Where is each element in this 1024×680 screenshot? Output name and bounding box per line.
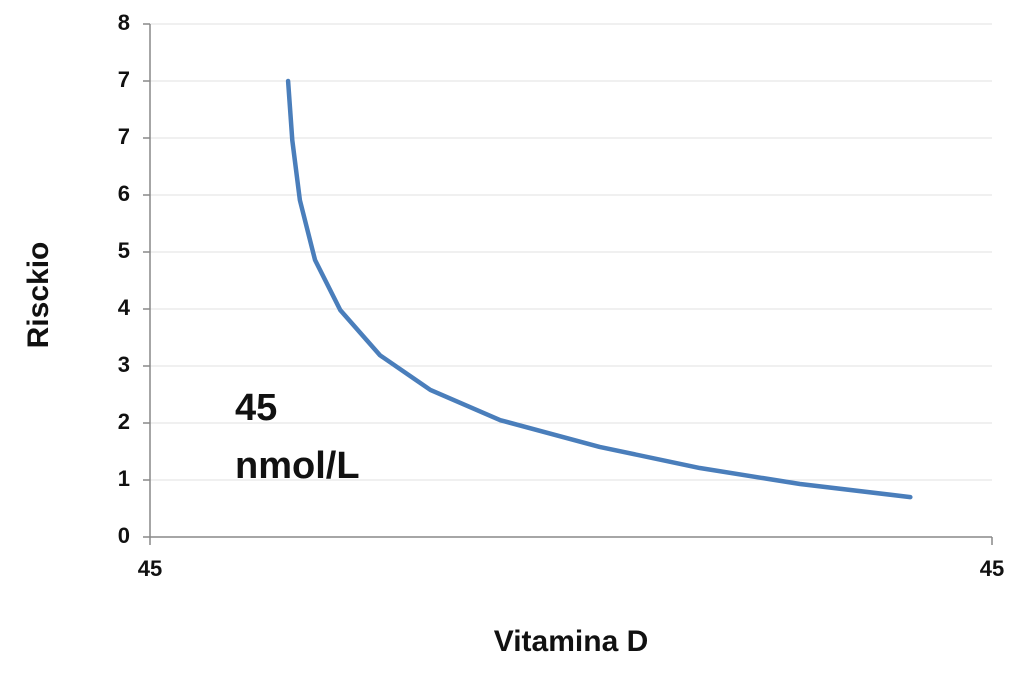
y-tick-label: 7 bbox=[118, 124, 130, 149]
line-series bbox=[285, 78, 913, 500]
y-tick-label: 4 bbox=[118, 295, 131, 320]
y-tick-label: 2 bbox=[118, 409, 130, 434]
y-tick-label: 5 bbox=[118, 238, 130, 263]
y-tick-label: 7 bbox=[118, 67, 130, 92]
y-tick-label: 0 bbox=[118, 523, 130, 548]
x-tick-label: 45 bbox=[138, 556, 162, 581]
x-axis-title: Vitamina D bbox=[494, 625, 649, 658]
annotation: nmol/L bbox=[235, 445, 360, 487]
y-tick-label: 8 bbox=[118, 10, 130, 35]
y-axis-title: Risckio bbox=[22, 242, 55, 349]
x-tick-label: 45 bbox=[980, 556, 1004, 581]
y-tick-label: 1 bbox=[118, 466, 130, 491]
y-tick-label: 3 bbox=[118, 352, 130, 377]
y-tick-label: 6 bbox=[118, 181, 130, 206]
annotation: 45 bbox=[235, 387, 277, 429]
